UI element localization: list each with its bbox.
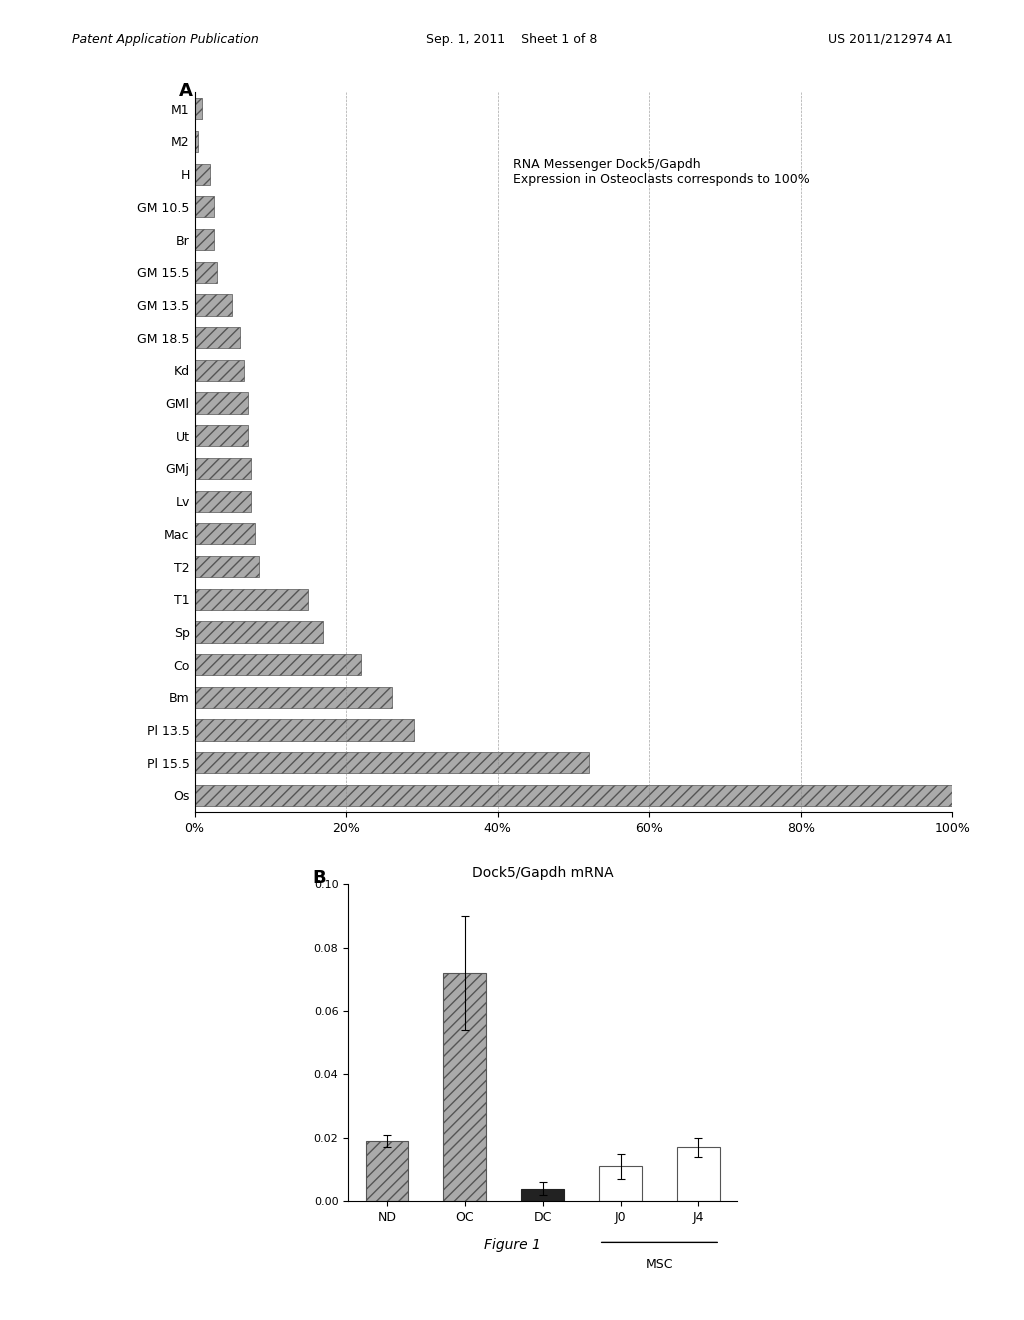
Bar	[366, 1140, 409, 1201]
Text: Patent Application Publication: Patent Application Publication	[72, 33, 258, 46]
Bar	[195, 653, 361, 676]
Title: Dock5/Gapdh mRNA: Dock5/Gapdh mRNA	[472, 866, 613, 880]
Bar	[443, 973, 486, 1201]
Bar	[521, 1188, 564, 1201]
Bar	[195, 425, 248, 446]
Bar	[195, 228, 214, 251]
Text: A: A	[179, 82, 194, 100]
Bar	[599, 1167, 642, 1201]
Bar	[195, 327, 240, 348]
Bar	[195, 589, 308, 610]
Bar	[195, 164, 210, 185]
Text: US 2011/212974 A1: US 2011/212974 A1	[827, 33, 952, 46]
Bar	[195, 360, 244, 381]
Text: Sep. 1, 2011    Sheet 1 of 8: Sep. 1, 2011 Sheet 1 of 8	[426, 33, 598, 46]
Bar	[195, 131, 199, 152]
Bar	[195, 622, 324, 643]
Text: B: B	[312, 869, 326, 887]
Bar	[195, 556, 259, 577]
Bar	[195, 785, 952, 807]
Bar	[677, 1147, 720, 1201]
Text: MSC: MSC	[646, 1258, 673, 1271]
Text: RNA Messenger Dock5/Gapdh
Expression in Osteoclasts corresponds to 100%: RNA Messenger Dock5/Gapdh Expression in …	[513, 158, 810, 186]
Bar	[195, 197, 214, 218]
Bar	[195, 686, 391, 708]
Bar	[195, 752, 589, 774]
Bar	[195, 294, 232, 315]
Bar	[195, 458, 252, 479]
Bar	[195, 719, 415, 741]
Bar	[195, 523, 255, 544]
Text: Figure 1: Figure 1	[483, 1238, 541, 1253]
Bar	[195, 98, 202, 119]
Bar	[195, 261, 217, 282]
Bar	[195, 491, 252, 512]
Bar	[195, 392, 248, 413]
